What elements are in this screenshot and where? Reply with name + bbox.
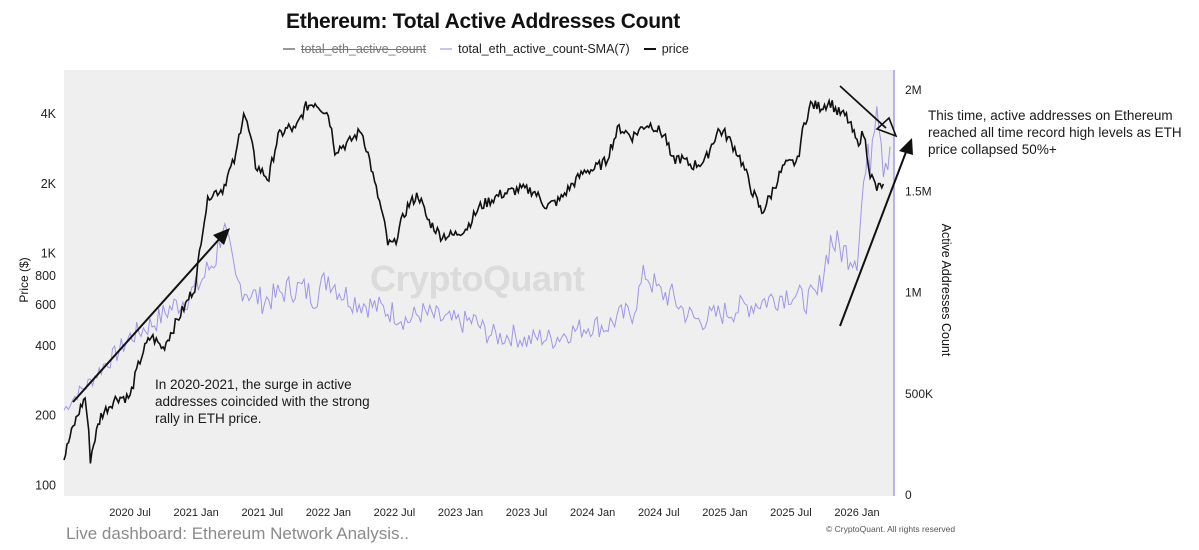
legend-label-price: price — [661, 42, 689, 56]
y-left-tick-2: 400 — [35, 339, 56, 353]
y-left-tick-0: 100 — [35, 478, 56, 492]
legend-label-sma: total_eth_active_count-SMA(7) — [458, 42, 630, 56]
y-right-tick-1: 500K — [905, 387, 933, 401]
y-right-tick-3: 1.5M — [905, 184, 932, 198]
y-left-tick-6: 2K — [41, 177, 57, 191]
legend-item-price[interactable]: price — [643, 42, 689, 56]
y-axis-left-label: Price ($) — [17, 257, 31, 303]
y-left-tick-3: 600 — [35, 298, 56, 312]
x-tick-0: 2020 Jul — [109, 507, 151, 519]
y-axis-right-label: Active Addresses Count — [939, 223, 953, 357]
x-tick-2: 2021 Jul — [241, 507, 283, 519]
x-tick-6: 2023 Jul — [506, 507, 548, 519]
legend-label-active-count: total_eth_active_count — [301, 42, 427, 56]
x-tick-8: 2024 Jul — [638, 507, 680, 519]
y-right-tick-4: 2M — [905, 83, 922, 97]
y-left-tick-4: 800 — [35, 269, 56, 283]
x-ticks: 2020 Jul 2021 Jan 2021 Jul 2022 Jan 2022 Jul… — [109, 507, 879, 519]
y-left-ticks: 100 200 400 600 800 1K 2K 4K — [35, 107, 57, 492]
x-tick-7: 2024 Jan — [570, 507, 615, 519]
x-tick-4: 2022 Jul — [374, 507, 416, 519]
legend-swatch-sma — [440, 48, 453, 50]
y-right-tick-2: 1M — [905, 286, 922, 300]
copyright: © CryptoQuant. All rights reserved — [826, 524, 956, 534]
annotation-2020-2021: In 2020-2021, the surge in active addres… — [155, 377, 370, 426]
arrow-2026-down — [839, 85, 898, 138]
arrow-2020 — [72, 228, 230, 403]
sma-line — [63, 106, 891, 411]
x-tick-5: 2023 Jan — [438, 507, 483, 519]
legend-swatch-active-count — [283, 48, 295, 50]
y-left-tick-7: 4K — [41, 107, 57, 121]
x-tick-3: 2022 Jan — [306, 507, 351, 519]
legend: total_eth_active_count total_eth_active_… — [283, 42, 703, 56]
arrow-2026-up — [839, 138, 913, 327]
x-tick-9: 2025 Jan — [702, 507, 747, 519]
x-tick-10: 2025 Jul — [770, 507, 812, 519]
x-tick-1: 2021 Jan — [174, 507, 219, 519]
x-tick-11: 2026 Jan — [834, 507, 879, 519]
chart-title: Ethereum: Total Active Addresses Count — [286, 10, 680, 33]
annotation-2026: This time, active addresses on Ethereum … — [928, 108, 1182, 157]
dashboard-link[interactable]: Live dashboard: Ethereum Network Analysi… — [66, 524, 410, 543]
legend-swatch-price — [643, 48, 656, 50]
legend-item-sma[interactable]: total_eth_active_count-SMA(7) — [440, 42, 630, 56]
watermark: CryptoQuant — [370, 258, 585, 299]
price-line — [63, 97, 885, 464]
y-right-tick-0: 0 — [905, 488, 912, 502]
plot-area — [64, 70, 894, 496]
legend-item-active-count[interactable]: total_eth_active_count — [283, 42, 426, 56]
y-left-tick-5: 1K — [41, 247, 57, 261]
y-left-tick-1: 200 — [35, 409, 56, 423]
y-right-ticks: 0 500K 1M 1.5M 2M — [905, 83, 933, 502]
